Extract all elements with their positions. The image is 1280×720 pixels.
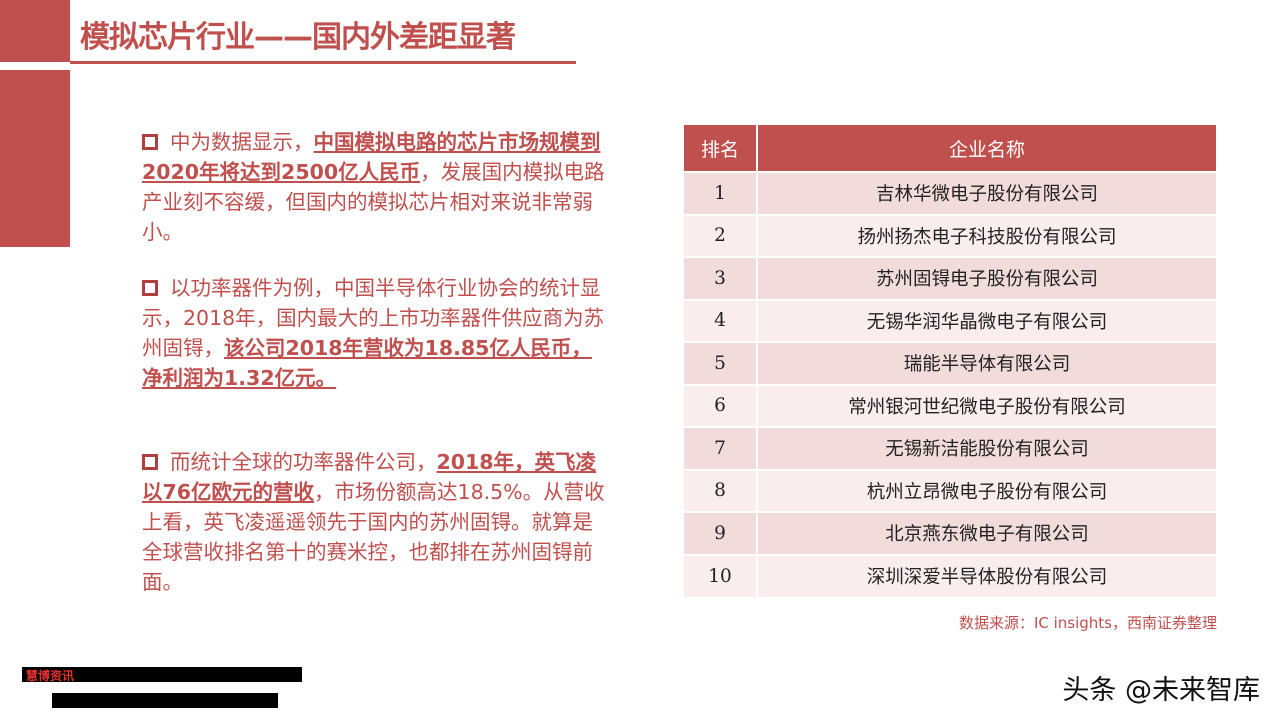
square-bullet-icon (142, 134, 158, 150)
redaction-bar: 慧博资讯 (22, 667, 302, 683)
rank-cell: 7 (684, 426, 758, 470)
square-bullet-icon (142, 280, 158, 296)
bullet-paragraph-2: 以功率器件为例，中国半导体行业协会的统计显示，2018年，国内最大的上市功率器件… (142, 273, 612, 393)
page-title: 模拟芯片行业——国内外差距显著 (80, 20, 516, 55)
header-company: 企业名称 (757, 125, 1218, 172)
company-cell: 杭州立昂微电子股份有限公司 (757, 468, 1218, 512)
table-row: 1 吉林华微电子股份有限公司 (684, 171, 1218, 215)
table-row: 9 北京燕东微电子有限公司 (684, 511, 1218, 555)
table-row: 4 无锡华润华晶微电子有限公司 (684, 298, 1218, 342)
rank-cell: 3 (684, 256, 758, 300)
bullet-paragraph-1: 中为数据显示，中国模拟电路的芯片市场规模到2020年将达到2500亿人民币，发展… (142, 127, 612, 247)
header-rank: 排名 (684, 125, 758, 172)
rank-cell: 4 (684, 298, 758, 342)
table-row: 10 深圳深爱半导体股份有限公司 (684, 553, 1218, 597)
text: ，市场份额高达18.5%。从营收上看，英飞凌遥遥领先于国内的苏州固锝。就算是全球… (142, 480, 605, 594)
square-bullet-icon (142, 454, 158, 470)
highlight-text: 中国模拟电路的芯片市场规模到2020年将达到2500亿人民币 (142, 130, 601, 184)
text: 中为数据显示， (170, 130, 314, 154)
table-row: 3 苏州固锝电子股份有限公司 (684, 256, 1218, 300)
decorative-bar-side (0, 70, 70, 247)
company-cell: 瑞能半导体有限公司 (757, 341, 1218, 385)
redacted-label: 慧博资讯 (26, 669, 75, 683)
ranking-table: 排名 企业名称 1 吉林华微电子股份有限公司 2 扬州扬杰电子科技股份有限公司 3 苏州固… (684, 125, 1218, 597)
rank-cell: 10 (684, 553, 758, 597)
rank-cell: 2 (684, 213, 758, 257)
rank-cell: 1 (684, 171, 758, 215)
text: ，发展国内模拟电路产业刻不容缓，但国内的模拟芯片相对来说非常弱小。 (142, 160, 605, 244)
company-cell: 深圳深爱半导体股份有限公司 (757, 553, 1218, 597)
table-row: 5 瑞能半导体有限公司 (684, 341, 1218, 385)
text: 以功率器件为例，中国半导体行业协会的统计显示，2018年，国内最大的上市功率器件… (142, 276, 605, 360)
rank-cell: 5 (684, 341, 758, 385)
watermark: 头条 @未来智库 (1062, 675, 1260, 706)
text: 而统计全球的功率器件公司， (170, 450, 437, 474)
table-row: 6 常州银河世纪微电子股份有限公司 (684, 383, 1218, 427)
rank-cell: 8 (684, 468, 758, 512)
highlight-text: 2018年，英飞凌以76亿欧元的营收 (142, 450, 597, 504)
source-note: 数据来源：IC insights，西南证券整理 (958, 614, 1217, 632)
rank-cell: 9 (684, 511, 758, 555)
company-cell: 常州银河世纪微电子股份有限公司 (757, 383, 1218, 427)
table-row: 7 无锡新洁能股份有限公司 (684, 426, 1218, 470)
table-row: 2 扬州扬杰电子科技股份有限公司 (684, 213, 1218, 257)
title-underline (70, 61, 576, 64)
bullet-paragraph-3: 而统计全球的功率器件公司，2018年，英飞凌以76亿欧元的营收，市场份额高达18… (142, 447, 612, 597)
highlight-text: 该公司2018年营收为18.85亿人民币，净利润为1.32亿元。 (142, 336, 592, 390)
company-cell: 苏州固锝电子股份有限公司 (757, 256, 1218, 300)
company-cell: 无锡华润华晶微电子有限公司 (757, 298, 1218, 342)
company-cell: 无锡新洁能股份有限公司 (757, 426, 1218, 470)
table-row: 8 杭州立昂微电子股份有限公司 (684, 468, 1218, 512)
redaction-bar (52, 693, 278, 708)
decorative-bar-top (0, 0, 70, 62)
company-cell: 扬州扬杰电子科技股份有限公司 (757, 213, 1218, 257)
company-cell: 北京燕东微电子有限公司 (757, 511, 1218, 555)
rank-cell: 6 (684, 383, 758, 427)
company-cell: 吉林华微电子股份有限公司 (757, 171, 1218, 215)
